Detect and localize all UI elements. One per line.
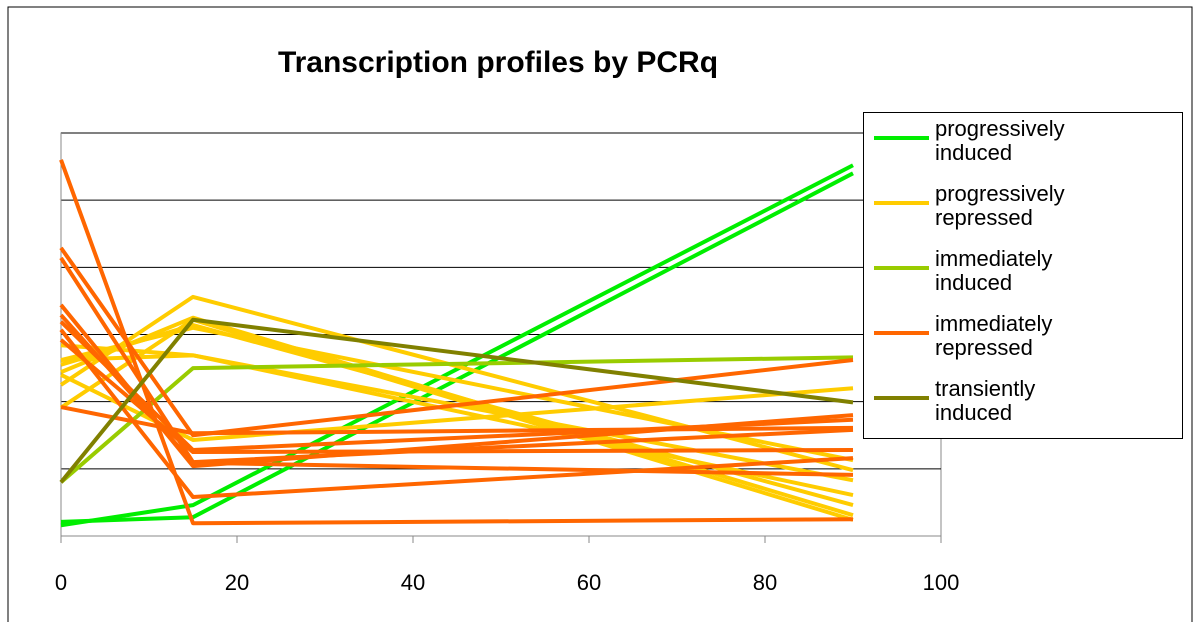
chart-title: Transcription profiles by PCRq <box>278 46 718 79</box>
legend-swatch <box>874 396 929 400</box>
legend-label: progressively repressed <box>935 181 1065 230</box>
legend-label: immediately repressed <box>935 311 1053 360</box>
series-line <box>59 159 854 526</box>
x-tick-label: 60 <box>577 570 601 595</box>
x-tick-label: 80 <box>753 570 777 595</box>
series-line <box>59 355 854 484</box>
legend: progressively induced progressively repre… <box>863 112 1183 439</box>
legend-swatch <box>874 136 929 140</box>
series-line <box>60 323 854 508</box>
series-line <box>59 303 854 469</box>
series-line <box>59 338 854 455</box>
series-line <box>60 405 854 436</box>
x-tick-label: 100 <box>923 570 960 595</box>
legend-swatch <box>874 266 929 270</box>
legend-entry: progressively induced <box>864 117 1182 182</box>
legend-entry: immediately induced <box>864 247 1182 312</box>
legend-swatch <box>874 201 929 205</box>
series-line <box>60 325 854 463</box>
legend-label: immediately induced <box>935 246 1053 295</box>
series-line <box>60 163 854 528</box>
legend-label: transiently induced <box>935 376 1036 425</box>
x-tick-label: 0 <box>55 570 67 595</box>
series-line <box>59 246 854 438</box>
legend-label: progressively induced <box>935 116 1065 165</box>
series-line <box>59 313 854 477</box>
chart-border <box>7 6 1193 622</box>
legend-entry: immediately repressed <box>864 312 1182 377</box>
x-tick-label: 40 <box>401 570 425 595</box>
legend-swatch <box>874 331 929 335</box>
series-line <box>60 373 854 442</box>
series-line <box>59 317 854 484</box>
legend-entry: progressively repressed <box>864 182 1182 247</box>
x-tick-label: 20 <box>225 570 249 595</box>
legend-entry: transiently induced <box>864 377 1182 442</box>
